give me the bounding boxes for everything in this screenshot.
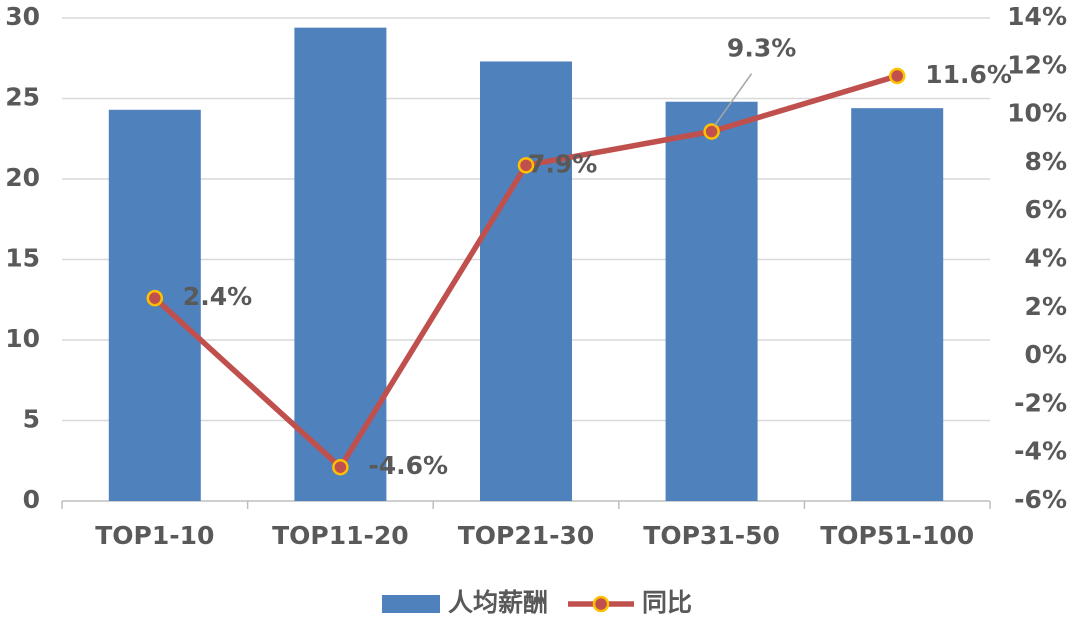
y2-tick-label: 0%: [1025, 340, 1067, 369]
x-tick-label: TOP1-10: [95, 521, 214, 550]
legend-label: 同比: [642, 588, 692, 617]
y-tick-label: 10: [5, 324, 40, 353]
leader-line: [713, 73, 753, 126]
value-label: 11.6%: [925, 60, 1012, 89]
legend-label: 人均薪酬: [448, 588, 548, 617]
marker: [888, 67, 906, 85]
x-tick-label: TOP31-50: [643, 521, 780, 550]
bar: [851, 108, 944, 501]
marker: [332, 458, 349, 476]
y2-tick-label: 14%: [1007, 2, 1067, 31]
x-tick-label: TOP21-30: [458, 521, 595, 550]
bar: [480, 61, 572, 501]
value-label: -4.6%: [368, 451, 448, 480]
marker: [517, 157, 535, 174]
value-label: 2.4%: [183, 282, 252, 311]
y2-tick-label: 4%: [1025, 244, 1067, 273]
y-tick-label: 30: [5, 2, 40, 31]
value-label: 9.3%: [727, 34, 796, 63]
y2-tick-label: 10%: [1007, 99, 1067, 128]
y-tick-label: 15: [5, 244, 40, 273]
y2-tick-label: 8%: [1025, 147, 1067, 176]
y-tick-label: 20: [5, 163, 40, 192]
y2-tick-label: 6%: [1025, 195, 1067, 224]
bar: [294, 27, 387, 501]
x-tick-label: TOP51-100: [820, 521, 974, 550]
y2-tick-label: -2%: [1014, 388, 1067, 417]
value-label: 7.9%: [528, 149, 597, 178]
y-tick-label: 25: [5, 83, 40, 112]
y-tick-label: 0: [23, 485, 40, 514]
legend-marker: [592, 595, 610, 613]
y-tick-label: 5: [23, 405, 40, 434]
marker: [703, 123, 720, 140]
x-tick-label: TOP11-20: [272, 521, 409, 550]
y2-tick-label: 12%: [1007, 50, 1067, 79]
y2-tick-label: 2%: [1025, 292, 1067, 321]
marker: [146, 289, 164, 307]
bar: [665, 101, 758, 501]
legend-swatch: [382, 595, 440, 613]
y2-tick-label: -6%: [1014, 485, 1067, 514]
y2-tick-label: -4%: [1014, 437, 1067, 466]
